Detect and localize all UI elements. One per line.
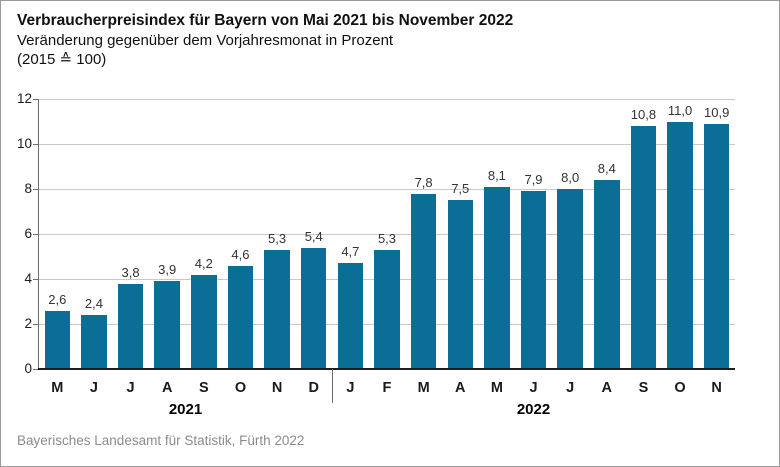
chart-header: Verbraucherpreisindex für Bayern von Mai… <box>17 11 513 70</box>
bar <box>484 186 510 369</box>
y-axis-tick <box>33 323 39 325</box>
bar <box>154 281 180 369</box>
y-gridline <box>39 143 735 145</box>
y-axis-label: 4 <box>24 271 32 286</box>
bar-value-label: 4,2 <box>194 255 213 271</box>
y-axis-label: 12 <box>16 91 32 106</box>
y-axis-tick <box>33 143 39 145</box>
year-label: 2022 <box>516 401 551 418</box>
year-divider <box>332 369 334 403</box>
y-axis-label: 8 <box>24 181 32 196</box>
chart-title: Verbraucherpreisindex für Bayern von Mai… <box>17 12 514 29</box>
bar <box>594 180 620 369</box>
bar <box>191 274 217 369</box>
bar-value-label: 10,8 <box>630 107 657 122</box>
bar <box>374 249 400 369</box>
bar <box>410 193 437 369</box>
bar-value-label: 5,3 <box>377 230 397 246</box>
chart-base-note: (2015 ≙ 100) <box>17 51 107 68</box>
y-axis-tick <box>33 98 39 100</box>
bar-value-label: 8,4 <box>597 161 616 176</box>
source-note: Bayerisches Landesamt für Statistik, Für… <box>17 433 305 448</box>
bar-value-label: 10,9 <box>704 104 730 120</box>
month-label: J <box>566 380 575 396</box>
month-label: M <box>417 380 430 396</box>
chart-subtitle: Veränderung gegenüber dem Vorjahresmonat… <box>17 31 394 49</box>
month-label: S <box>198 380 209 396</box>
bar-value-label: 7,5 <box>451 181 470 197</box>
month-label: J <box>126 380 135 396</box>
bar <box>447 200 473 369</box>
bar-value-label: 11,0 <box>667 102 693 118</box>
month-label: M <box>490 380 503 396</box>
month-label: F <box>382 380 392 396</box>
bar <box>81 315 107 369</box>
bar-value-label: 8,0 <box>561 170 580 185</box>
bar <box>117 283 144 369</box>
month-label: A <box>161 380 173 396</box>
bar-value-label: 2,6 <box>48 291 67 307</box>
bar <box>703 123 730 369</box>
month-label: M <box>51 380 64 396</box>
bar-value-label: 4,6 <box>231 246 250 262</box>
x-axis-baseline <box>38 368 735 370</box>
y-gridline <box>39 98 735 100</box>
y-axis-tick <box>33 233 39 235</box>
bar <box>264 249 290 369</box>
bar <box>227 265 254 369</box>
bar-value-label: 7,9 <box>524 172 543 188</box>
y-gridline <box>39 233 735 235</box>
y-axis-line <box>38 99 39 369</box>
y-axis-tick <box>33 278 39 280</box>
month-label: N <box>271 380 283 396</box>
month-label: O <box>674 380 686 396</box>
month-label: O <box>234 380 247 396</box>
month-label: A <box>455 380 466 396</box>
month-label: J <box>529 380 538 396</box>
bar-value-label: 8,1 <box>487 167 506 183</box>
bar <box>300 247 327 369</box>
y-axis-label: 0 <box>24 361 32 376</box>
y-axis-tick <box>33 368 39 370</box>
month-label: A <box>601 380 613 396</box>
bar <box>44 310 71 369</box>
bar-value-label: 2,4 <box>84 296 103 311</box>
bar <box>667 121 693 369</box>
month-label: D <box>308 380 319 396</box>
bar-value-label: 3,9 <box>158 262 177 278</box>
y-axis-label: 10 <box>16 136 32 151</box>
bar-value-label: 5,4 <box>304 228 323 244</box>
month-label: N <box>711 380 722 396</box>
y-axis-label: 2 <box>24 316 32 331</box>
bar-value-label: 7,8 <box>414 174 433 190</box>
bar <box>557 189 583 369</box>
month-label: J <box>89 380 98 396</box>
month-label: J <box>346 380 355 396</box>
bar-value-label: 5,3 <box>268 230 287 246</box>
bar <box>630 126 657 369</box>
y-gridline <box>39 188 735 190</box>
y-axis-tick <box>33 188 39 190</box>
bar <box>520 191 547 369</box>
y-axis-label: 6 <box>24 226 32 241</box>
month-label: S <box>638 380 649 396</box>
bar-value-label: 3,8 <box>121 264 140 280</box>
bar-value-label: 4,7 <box>341 244 360 260</box>
year-label: 2021 <box>168 401 203 418</box>
bar <box>337 263 364 369</box>
